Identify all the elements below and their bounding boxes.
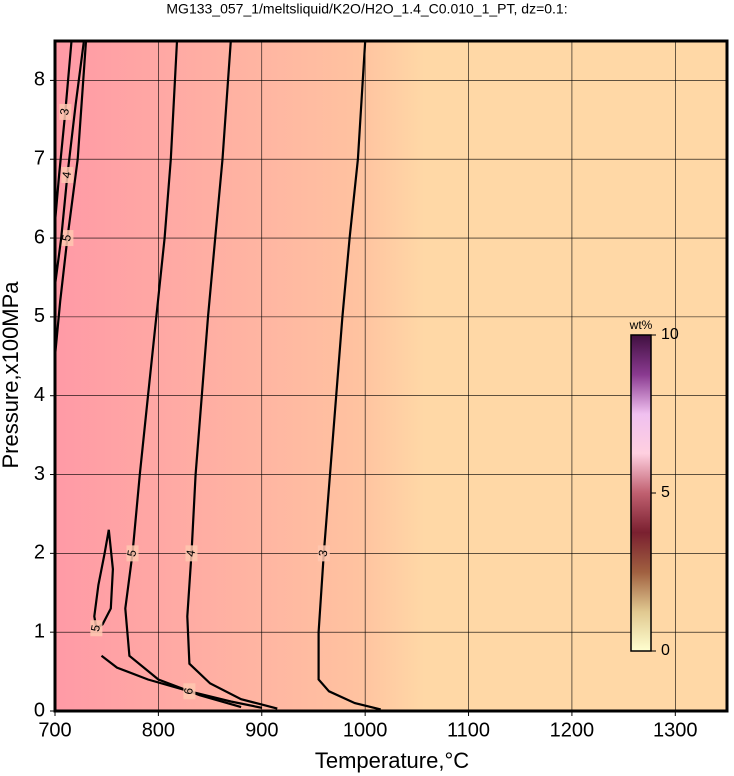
y-tick-label: 2 — [34, 542, 45, 564]
contour-label-bg — [61, 230, 74, 247]
contour-label: 5 — [124, 548, 139, 557]
contour-label-bg — [317, 545, 330, 562]
contour-line — [317, 40, 381, 711]
contour-label: 5 — [59, 233, 74, 242]
colorbar-label: wt% — [629, 318, 653, 332]
x-axis-label: Temperature,°C — [315, 748, 469, 773]
contour-label: 6 — [181, 686, 196, 695]
contour-label: 3 — [316, 548, 331, 557]
contour-label-bg — [59, 103, 72, 120]
plot-background — [55, 41, 727, 711]
contour-line — [124, 40, 242, 709]
x-tick-label: 800 — [142, 719, 175, 741]
plot-frame — [53, 39, 729, 713]
x-tick-label: 700 — [38, 719, 71, 741]
x-tick-label: 1000 — [343, 719, 388, 741]
contour-label: 5 — [88, 623, 103, 632]
contour-line — [186, 40, 278, 710]
x-tick-label: 900 — [245, 719, 278, 741]
colorbar-tick-label: 0 — [661, 642, 670, 659]
x-tick-label: 1100 — [447, 719, 490, 741]
contour-label-bg — [185, 545, 198, 562]
x-tick-label: 1300 — [653, 719, 698, 741]
colorbar-tick-label: 10 — [661, 326, 679, 343]
colorbar — [630, 334, 652, 652]
contour-line — [100, 654, 263, 709]
y-tick-label: 6 — [34, 226, 45, 248]
y-tick-label: 5 — [34, 305, 45, 327]
y-tick-label: 7 — [34, 148, 45, 170]
y-axis-label: Pressure,x100MPa — [0, 281, 23, 469]
y-tick-label: 3 — [34, 463, 45, 485]
x-tick-label: 1200 — [550, 719, 595, 741]
contour-label-bg — [90, 620, 103, 637]
contour-line — [53, 40, 73, 223]
chart-title: MG133_057_1/meltsliquid/K2O/H2O_1.4_C0.0… — [166, 1, 567, 17]
contour-label-bg — [183, 683, 196, 700]
contour-label: 3 — [57, 107, 72, 116]
y-tick-label: 8 — [34, 69, 45, 91]
y-tick-label: 0 — [34, 699, 45, 721]
contour-label: 4 — [59, 170, 74, 179]
contour-label-bg — [61, 167, 74, 183]
contour-label-bg — [126, 545, 139, 562]
y-tick-label: 1 — [34, 620, 45, 642]
y-tick-label: 4 — [34, 384, 45, 406]
contour-label: 4 — [183, 548, 198, 557]
colorbar-tick-label: 5 — [661, 484, 670, 501]
